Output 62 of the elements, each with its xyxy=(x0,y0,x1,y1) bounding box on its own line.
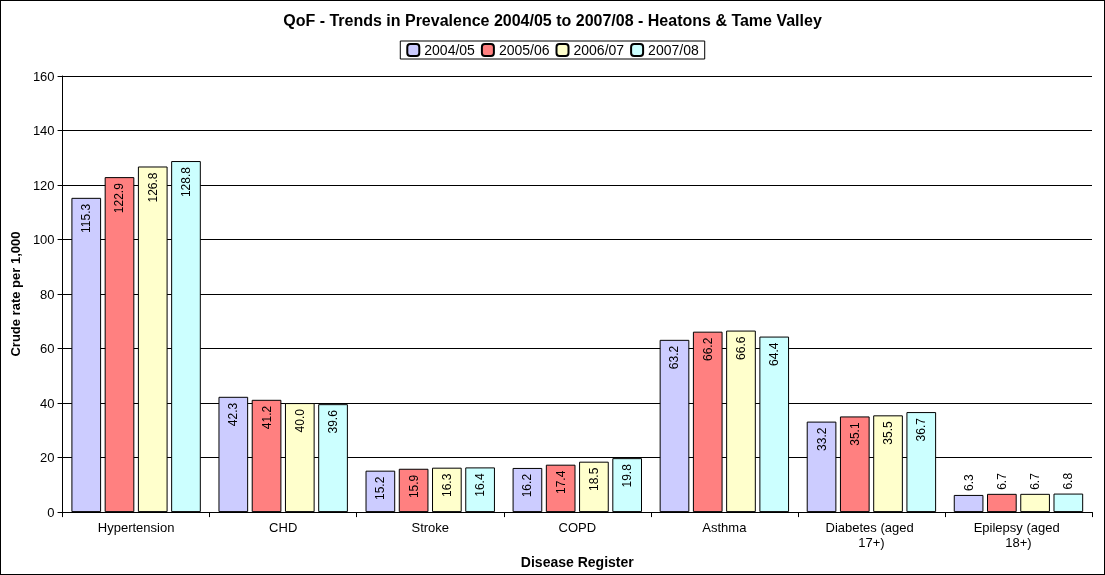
legend-label: 2006/07 xyxy=(573,42,625,58)
data-label: 128.8 xyxy=(178,166,193,198)
data-label: 6.3 xyxy=(961,473,976,491)
y-tick-label: 60 xyxy=(40,341,55,357)
y-tick-label: 0 xyxy=(47,504,55,520)
legend-label: 2005/06 xyxy=(498,42,550,58)
y-tick-label: 40 xyxy=(40,395,55,411)
bar xyxy=(953,494,984,513)
bar xyxy=(365,470,396,513)
data-label: 19.8 xyxy=(620,463,635,488)
data-label: 6.7 xyxy=(1028,472,1043,490)
x-tick-label: Hypertension xyxy=(97,520,175,536)
data-label: 66.6 xyxy=(733,336,748,360)
y-axis-title: Crude rate per 1,000 xyxy=(8,231,23,357)
data-label: 15.9 xyxy=(406,474,421,499)
data-label: 35.1 xyxy=(847,422,862,446)
y-tick-label: 120 xyxy=(32,177,55,193)
bar xyxy=(987,493,1017,513)
data-label: 126.8 xyxy=(145,172,160,203)
data-label: 36.7 xyxy=(914,417,929,442)
bar xyxy=(1020,493,1050,513)
data-label: 122.9 xyxy=(112,182,127,214)
y-tick-label: 100 xyxy=(32,232,55,248)
data-label: 39.6 xyxy=(326,409,341,434)
data-label: 17.4 xyxy=(553,470,568,495)
legend-label: 2004/05 xyxy=(424,42,476,58)
y-tick-label: 80 xyxy=(40,286,55,302)
data-label: 63.2 xyxy=(667,345,682,370)
data-label: 115.3 xyxy=(79,203,94,233)
bar xyxy=(465,467,495,513)
data-label: 16.4 xyxy=(473,473,488,497)
bar xyxy=(432,467,462,513)
x-tick-label: Asthma xyxy=(702,520,748,536)
x-tick-label: Diabetes (aged 17+) xyxy=(825,520,918,551)
x-tick-label: Stroke xyxy=(411,520,450,536)
x-tick-label: CHD xyxy=(269,520,298,536)
data-label: 41.2 xyxy=(259,405,274,430)
y-tick-label: 160 xyxy=(32,68,55,84)
bar xyxy=(579,461,609,513)
data-label: 35.5 xyxy=(881,421,896,445)
x-axis-title: Disease Register xyxy=(520,554,635,570)
chart-title: QoF - Trends in Prevalence 2004/05 to 2007/08 - Heatons & Tame Valley xyxy=(283,11,822,29)
data-label: 33.2 xyxy=(814,427,829,451)
y-tick-label: 20 xyxy=(40,450,55,466)
bar xyxy=(1053,493,1084,513)
data-label: 15.2 xyxy=(373,476,388,501)
data-label: 42.3 xyxy=(226,402,241,427)
bar xyxy=(512,467,543,513)
data-label: 16.2 xyxy=(520,473,535,498)
data-label: 66.2 xyxy=(700,337,715,362)
data-label: 6.8 xyxy=(1061,472,1076,490)
data-label: 40.0 xyxy=(292,408,307,433)
data-label: 64.4 xyxy=(767,342,782,366)
x-tick-label: Epilepsy (aged 18+) xyxy=(973,520,1064,551)
data-label: 6.7 xyxy=(994,472,1009,490)
legend-label: 2007/08 xyxy=(648,42,699,58)
x-tick-label: COPD xyxy=(558,520,597,536)
bar xyxy=(398,468,429,513)
y-tick-label: 140 xyxy=(32,123,55,139)
bar xyxy=(545,464,576,513)
data-label: 18.5 xyxy=(586,467,601,492)
data-label: 16.3 xyxy=(439,473,454,498)
